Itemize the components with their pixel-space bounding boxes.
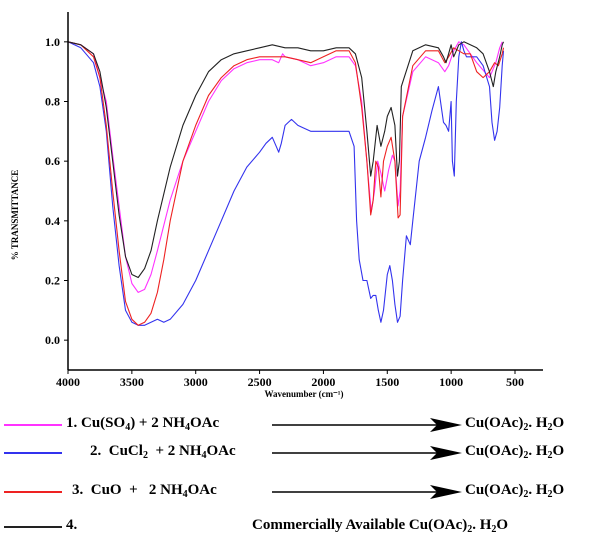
y-axis-title: % TRANSMITTANCE <box>10 170 20 260</box>
series-line-2 <box>67 41 505 326</box>
x-tick-label: 4000 <box>56 375 80 389</box>
legend-label: 4. <box>66 517 78 533</box>
series-line-3 <box>67 41 505 326</box>
x-axis-title: Wavenumber (cm⁻¹) <box>264 389 343 399</box>
reaction-arrow-icon <box>272 485 462 499</box>
ir-spectrum-chart: 0.0 0.2 0.4 0.6 0.8 1.0 4000 3500 3000 2500 2000 1… <box>10 12 543 399</box>
legend-row-4: 4. Commercially Available Cu(OAc)2. H2O <box>0 515 594 539</box>
legend-row-3: 3. CuO + 2 NH4OAc Cu(OAc)2. H2O <box>0 480 594 504</box>
legend-swatch <box>4 424 62 426</box>
axis-layer <box>67 12 543 371</box>
legend-row-2: 2. CuCl2 + 2 NH4OAc Cu(OAc)2. H2O <box>0 441 594 465</box>
y-ticks: 0.0 0.2 0.4 0.6 0.8 1.0 <box>45 35 68 347</box>
legend-product: Commercially Available Cu(OAc)2. H2O <box>252 517 509 535</box>
legend-label: 3. CuO + 2 NH4OAc <box>72 482 217 500</box>
series-line-1 <box>67 41 503 293</box>
legend-product: Cu(OAc)2. H2O <box>465 443 565 461</box>
legend-label: 1. Cu(SO4) + 2 NH4OAc <box>66 415 220 433</box>
y-tick-label: 1.0 <box>45 35 60 49</box>
y-tick-label: 0.0 <box>45 333 60 347</box>
x-tick-label: 1500 <box>375 375 399 389</box>
y-tick-label: 0.8 <box>45 95 60 109</box>
legend: 1. Cu(SO4) + 2 NH4OAc Cu(OAc)2. H2O 2. CuC… <box>0 404 594 535</box>
legend-swatch <box>4 526 62 528</box>
legend-product: Cu(OAc)2. H2O <box>465 415 565 433</box>
y-tick-label: 0.4 <box>45 214 60 228</box>
legend-product: Cu(OAc)2. H2O <box>465 482 565 500</box>
x-tick-label: 500 <box>506 375 524 389</box>
x-tick-label: 2000 <box>311 375 335 389</box>
x-tick-label: 1000 <box>439 375 463 389</box>
x-ticks: 4000 3500 3000 2500 2000 1500 1000 500 <box>56 370 524 389</box>
reaction-arrow-icon <box>272 418 462 432</box>
legend-swatch <box>4 452 62 454</box>
x-tick-label: 2500 <box>248 375 272 389</box>
legend-row-1: 1. Cu(SO4) + 2 NH4OAc Cu(OAc)2. H2O <box>0 413 594 437</box>
legend-swatch <box>4 491 62 493</box>
y-tick-label: 0.6 <box>45 154 60 168</box>
y-tick-label: 0.2 <box>45 274 60 288</box>
series-line-4 <box>67 41 505 279</box>
x-tick-label: 3000 <box>184 375 208 389</box>
x-tick-label: 3500 <box>120 375 144 389</box>
reaction-arrow-icon <box>272 446 462 460</box>
series-layer <box>67 41 505 326</box>
legend-label: 2. CuCl2 + 2 NH4OAc <box>90 443 236 461</box>
